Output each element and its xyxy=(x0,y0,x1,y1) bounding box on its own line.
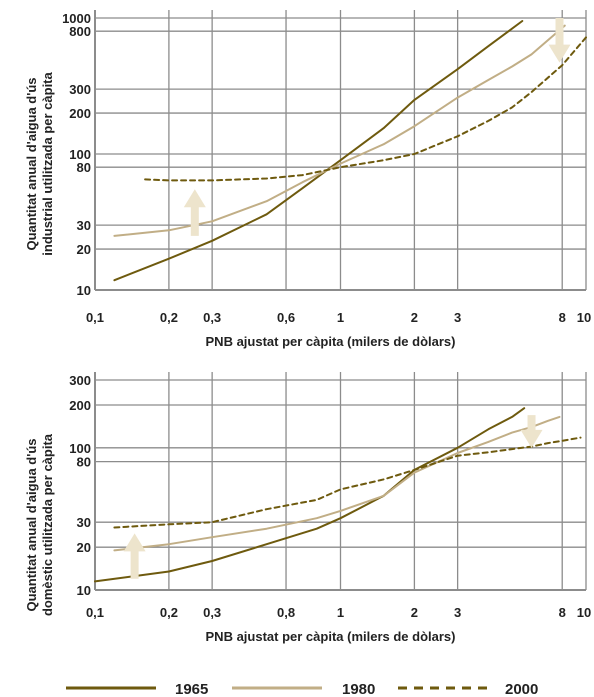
legend: 1965 1980 2000 xyxy=(66,681,538,697)
x-tick-label: 0,6 xyxy=(277,310,295,325)
x-tick-label: 0,3 xyxy=(203,605,221,620)
x-tick-label: 8 xyxy=(559,310,566,325)
y-tick-label: 80 xyxy=(77,160,91,175)
legend-label-2000: 2000 xyxy=(505,681,538,697)
y-tick-label: 10 xyxy=(77,283,91,298)
y-tick-label: 30 xyxy=(77,515,91,530)
y-tick-label: 20 xyxy=(77,540,91,555)
y-axis-label-line-1: Quantitat anual d'aigua d'ús xyxy=(24,77,39,250)
x-tick-label: 8 xyxy=(559,605,566,620)
y-tick-label: 30 xyxy=(77,218,91,233)
arrow-down-icon xyxy=(548,18,571,63)
y-tick-label: 10 xyxy=(77,583,91,598)
legend-label-1980: 1980 xyxy=(342,681,375,697)
arrow-down-icon xyxy=(520,415,543,448)
grid xyxy=(94,10,587,291)
arrow-up-icon xyxy=(183,189,206,236)
x-tick-label: 0,1 xyxy=(86,310,104,325)
series-line-1965 xyxy=(113,20,524,282)
y-tick-label: 200 xyxy=(69,106,91,121)
y-tick-label: 300 xyxy=(69,373,91,388)
y-tick-label: 300 xyxy=(69,82,91,97)
x-tick-label: 0,1 xyxy=(86,605,104,620)
y-axis-label-line-2: industrial utilitzada per càpita xyxy=(40,71,55,255)
trend-arrows xyxy=(123,415,543,579)
y-tick-label: 100 xyxy=(69,147,91,162)
x-tick-label: 0,8 xyxy=(277,605,295,620)
trend-arrows xyxy=(183,18,571,236)
y-tick-label: 100 xyxy=(69,441,91,456)
x-axis-label: PNB ajustat per càpita (milers de dòlars… xyxy=(206,629,456,644)
y-tick-label: 20 xyxy=(77,242,91,257)
grid xyxy=(94,372,587,591)
x-tick-label: 0,2 xyxy=(160,310,178,325)
series-line-2000 xyxy=(144,36,587,182)
x-tick-label: 10 xyxy=(577,310,591,325)
x-tick-labels: 0,1 0,2 0,3 0,6 1 2 3 8 10 xyxy=(86,310,591,325)
series-line-2000 xyxy=(113,436,582,529)
series-line-1980 xyxy=(113,415,561,552)
legend-label-1965: 1965 xyxy=(175,681,208,697)
x-axis-label: PNB ajustat per càpita (milers de dòlars… xyxy=(206,334,456,349)
x-tick-label: 10 xyxy=(577,605,591,620)
y-axis-label-line-2: domèstic utilitzada per càpita xyxy=(40,433,55,616)
series-line-1965 xyxy=(94,407,526,583)
x-tick-label: 0,3 xyxy=(203,310,221,325)
y-tick-label: 200 xyxy=(69,398,91,413)
x-tick-label: 1 xyxy=(337,310,344,325)
y-tick-label: 80 xyxy=(77,455,91,470)
x-tick-label: 0,2 xyxy=(160,605,178,620)
series-lines xyxy=(113,20,587,282)
y-axis-label-line-1: Quantitat anual d'aigua d'ús xyxy=(24,438,39,611)
x-tick-label: 1 xyxy=(337,605,344,620)
x-tick-label: 3 xyxy=(454,605,461,620)
x-tick-label: 3 xyxy=(454,310,461,325)
x-tick-label: 2 xyxy=(411,310,418,325)
arrow-up-icon xyxy=(123,533,146,579)
series-lines xyxy=(94,407,582,583)
y-tick-label: 800 xyxy=(69,24,91,39)
x-tick-labels: 0,1 0,2 0,3 0,8 1 2 3 8 10 xyxy=(86,605,591,620)
x-tick-label: 2 xyxy=(411,605,418,620)
y-tick-label: 1000 xyxy=(62,11,91,26)
series-line-1980 xyxy=(113,24,566,237)
